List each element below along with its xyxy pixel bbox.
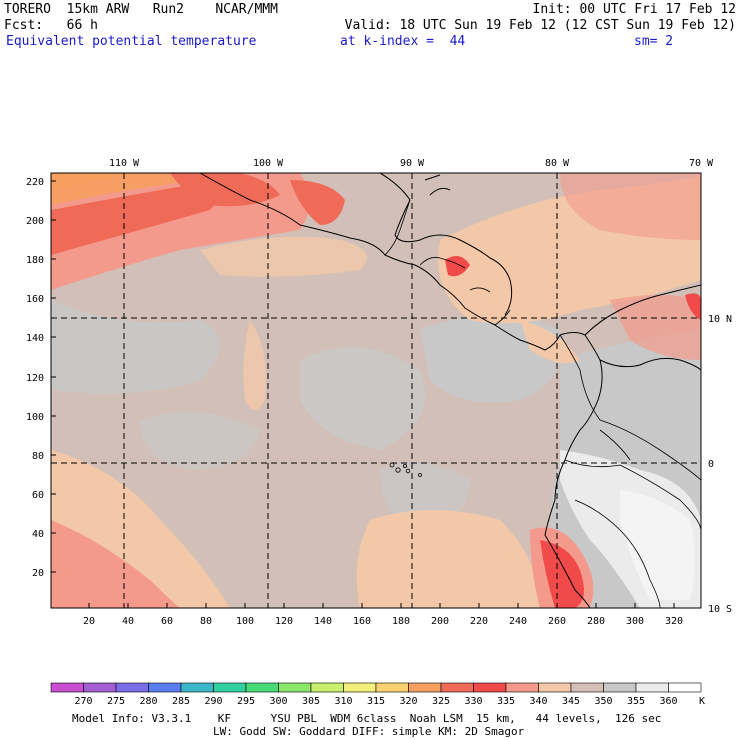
- valid-time: Valid: 18 UTC Sun 19 Feb 12 (12 CST Sun …: [344, 18, 736, 33]
- colorbar-swatch: [603, 682, 637, 693]
- colorbar-swatch: [668, 682, 702, 693]
- colorbar-swatch: [310, 682, 344, 693]
- y-tick: 80: [32, 451, 44, 462]
- colorbar-swatch: [50, 682, 84, 693]
- colorbar-level: 270: [74, 696, 92, 707]
- colorbar-level: 305: [302, 696, 320, 707]
- colorbar-level: 290: [204, 696, 222, 707]
- colorbar-swatch: [440, 682, 474, 693]
- x-tick: 80: [200, 616, 212, 627]
- y-tick: 160: [26, 294, 44, 305]
- colorbar-swatch: [375, 682, 409, 693]
- x-tick: 20: [83, 616, 95, 627]
- x-tick: 160: [353, 616, 371, 627]
- x-tick: 140: [314, 616, 332, 627]
- colorbar-unit: K: [699, 696, 705, 707]
- x-tick: 120: [275, 616, 293, 627]
- colorbar-swatch: [408, 682, 442, 693]
- colorbar-level: 335: [497, 696, 515, 707]
- colorbar-swatch: [635, 682, 669, 693]
- latitude-labels: 10 N 0 10 S: [708, 314, 732, 615]
- colorbar-swatch: [538, 682, 572, 693]
- colorbar-level: 280: [139, 696, 157, 707]
- y-tick: 60: [32, 490, 44, 501]
- colorbar-level: 355: [627, 696, 645, 707]
- x-tick: 260: [548, 616, 566, 627]
- colorbar-level: 295: [237, 696, 255, 707]
- colorbar-level: 360: [659, 696, 677, 707]
- y-tick: 200: [26, 216, 44, 227]
- colorbar-swatch: [148, 682, 182, 693]
- colorbar-level: 345: [562, 696, 580, 707]
- colorbar-level: 300: [269, 696, 287, 707]
- field-name: Equivalent potential temperature: [6, 34, 257, 49]
- colorbar-level: 310: [334, 696, 352, 707]
- colorbar-level: 320: [399, 696, 417, 707]
- x-tick: 100: [236, 616, 254, 627]
- x-tick-labels: 20 40 60 80 100 120 140 160 180 200 220 …: [83, 616, 683, 627]
- map-frame: [50, 172, 702, 609]
- colorbar-level: 275: [107, 696, 125, 707]
- colorbar-labels: 270 275 280 285 290 295 300 305 310 315 320 325 330 3…: [74, 696, 677, 707]
- physics-info: LW: Godd SW: Goddard DIFF: simple KM: 2D…: [213, 725, 525, 738]
- colorbar-swatch: [570, 682, 604, 693]
- coastlines: [199, 173, 701, 608]
- lat-label: 10 S: [708, 604, 732, 615]
- galapagos-islands: [389, 462, 422, 477]
- lon-label: 110 W: [109, 158, 140, 169]
- forecast-hour: Fcst: 66 h: [4, 18, 98, 33]
- colorbar-level: 330: [464, 696, 482, 707]
- colorbar-level: 325: [432, 696, 450, 707]
- lon-label: 100 W: [253, 158, 284, 169]
- x-tick: 300: [626, 616, 644, 627]
- colorbar-swatch: [83, 682, 117, 693]
- colorbar: [50, 682, 702, 693]
- longitude-labels: 110 W 100 W 90 W 80 W 70 W: [109, 158, 714, 169]
- theta-e-field: [51, 173, 701, 608]
- lat-label: 10 N: [708, 314, 732, 325]
- x-tick: 200: [431, 616, 449, 627]
- colorbar-swatch: [473, 682, 507, 693]
- colorbar-swatch: [343, 682, 377, 693]
- smoothing-label: sm= 2: [634, 34, 674, 49]
- x-tick: 60: [161, 616, 173, 627]
- colorbar-swatch: [213, 682, 247, 693]
- lon-label: 70 W: [689, 158, 714, 169]
- colorbar-swatch: [180, 682, 214, 693]
- x-tick: 240: [509, 616, 527, 627]
- x-tick: 40: [122, 616, 134, 627]
- colorbar-swatch: [115, 682, 149, 693]
- y-tick: 180: [26, 255, 44, 266]
- colorbar-level: 285: [172, 696, 190, 707]
- model-info: Model Info: V3.3.1 KF YSU PBL WDM 6class…: [72, 712, 662, 725]
- level-label: at k-index = 44: [340, 34, 466, 49]
- y-tick: 40: [32, 529, 44, 540]
- latlon-grid: [51, 173, 701, 608]
- lon-label: 80 W: [545, 158, 570, 169]
- x-tick-marks: [88, 603, 675, 608]
- y-tick: 220: [26, 177, 44, 188]
- x-tick: 180: [392, 616, 410, 627]
- x-tick: 280: [587, 616, 605, 627]
- y-tick-labels: 220 200 180 160 140 120 100 80 60 40 20: [26, 177, 44, 579]
- y-tick: 100: [26, 412, 44, 423]
- colorbar-level: 340: [529, 696, 547, 707]
- colorbar-swatch: [245, 682, 279, 693]
- y-tick: 120: [26, 373, 44, 384]
- y-tick-marks: [51, 180, 56, 573]
- colorbar-level: 350: [594, 696, 612, 707]
- x-tick: 320: [665, 616, 683, 627]
- y-tick: 20: [32, 568, 44, 579]
- x-tick: 220: [470, 616, 488, 627]
- y-tick: 140: [26, 333, 44, 344]
- colorbar-swatch: [505, 682, 539, 693]
- lon-label: 90 W: [400, 158, 425, 169]
- model-title: TORERO 15km ARW Run2 NCAR/MMM: [4, 2, 278, 17]
- init-time: Init: 00 UTC Fri 17 Feb 12: [532, 2, 737, 17]
- colorbar-level: 315: [367, 696, 385, 707]
- lat-label: 0: [708, 459, 714, 470]
- colorbar-swatch: [278, 682, 312, 693]
